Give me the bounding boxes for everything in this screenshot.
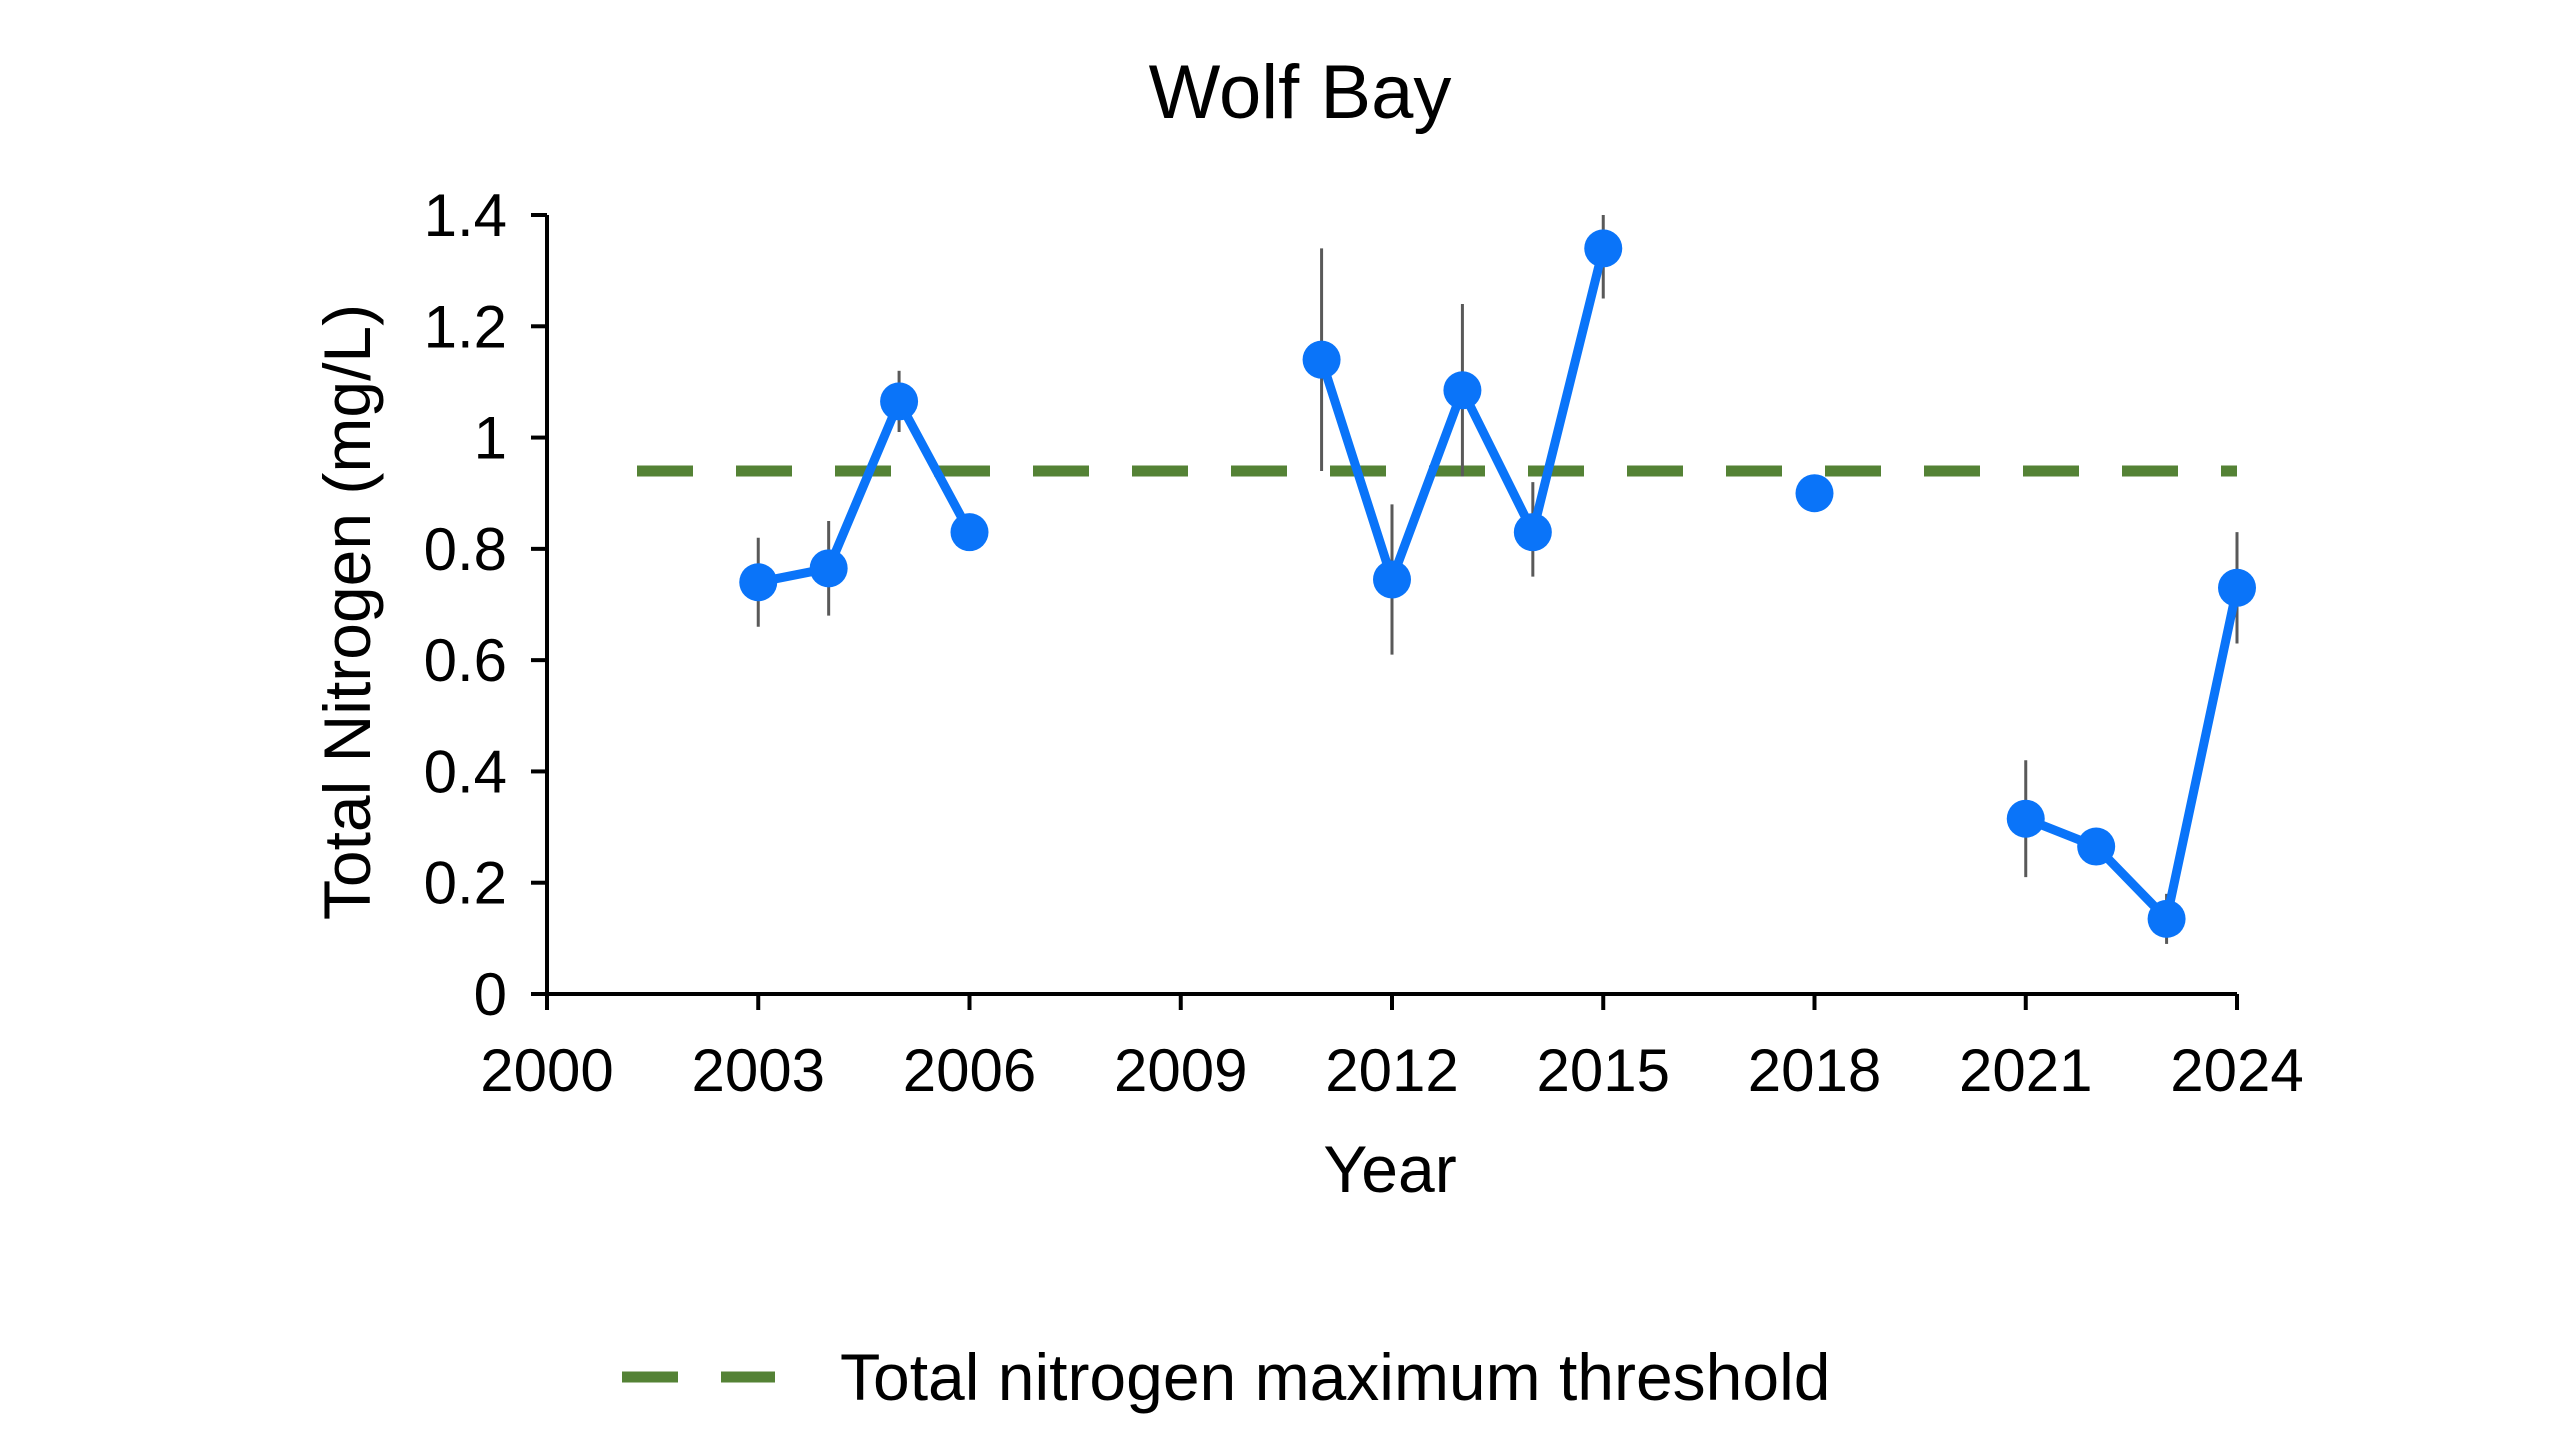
x-tick-label: 2018 [1748, 1037, 1881, 1104]
x-tick-label: 2000 [480, 1037, 613, 1104]
x-tick-label: 2024 [2170, 1037, 2303, 1104]
x-tick-label: 2009 [1114, 1037, 1247, 1104]
series-line [2024, 586, 2242, 924]
y-tick-label: 1.2 [424, 293, 507, 360]
data-point [1513, 513, 1552, 552]
x-tick-label: 2021 [1959, 1037, 2092, 1104]
data-point [1795, 474, 1834, 513]
data-point [950, 513, 989, 552]
legend-threshold-label: Total nitrogen maximum threshold [840, 1340, 1830, 1414]
x-tick-label: 2003 [692, 1037, 825, 1104]
y-tick-label: 0.2 [424, 850, 507, 917]
series-layer [739, 215, 2256, 944]
data-point [1302, 340, 1341, 379]
y-tick-label: 0.6 [424, 627, 507, 694]
y-axis-label: Total Nitrogen (mg/L) [310, 304, 384, 920]
x-tick-label: 2012 [1325, 1037, 1458, 1104]
series-line [757, 396, 974, 587]
data-point [2218, 568, 2256, 607]
chart-title: Wolf Bay [1149, 50, 1452, 135]
data-point [2077, 827, 2116, 866]
data-point [2147, 899, 2186, 938]
data-point [1584, 229, 1623, 268]
data-point [739, 563, 778, 602]
data-point [809, 549, 848, 588]
data-point [2006, 799, 2045, 838]
y-tick-label: 0.8 [424, 516, 507, 583]
x-tick-label: 2006 [903, 1037, 1036, 1104]
data-point [1373, 560, 1411, 599]
y-tick-label: 1.4 [424, 182, 507, 249]
y-tick-label: 0.4 [424, 738, 507, 805]
axes-layer: 0 0.2 0.4 0.6 0.8 1 1.2 1.4 2000 2003 2006 2009 2012… [424, 182, 2304, 1104]
y-tick-label: 0 [474, 961, 507, 1028]
y-tick-label: 1 [474, 405, 507, 472]
data-point [1443, 371, 1482, 410]
data-point [880, 382, 919, 421]
x-axis-label: Year [1323, 1132, 1456, 1206]
x-tick-label: 2015 [1537, 1037, 1670, 1104]
legend: Total nitrogen maximum threshold [622, 1340, 1830, 1414]
